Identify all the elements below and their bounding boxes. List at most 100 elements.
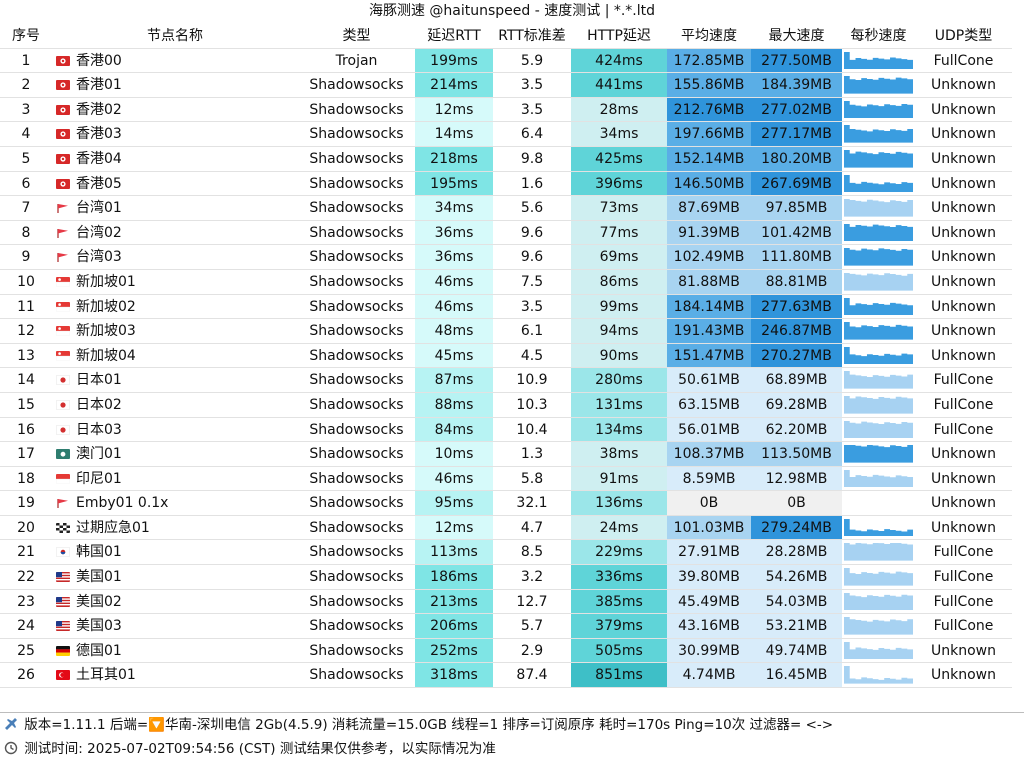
max-speed-cell: 54.26MB [751,565,842,590]
node-name-label: 新加坡02 [76,298,136,315]
avg-speed-cell: 30.99MB [667,638,751,664]
node-name-label: 美国02 [76,593,122,610]
hk-flag-icon [56,178,70,189]
clock-icon [4,741,18,755]
rtt-cell: 34ms [415,196,493,221]
per-second-speed-cell [842,245,915,270]
rtt-cell: 318ms [415,663,493,689]
udp-type-cell: Unknown [915,467,1012,492]
speed-sparkline [844,641,913,660]
avg-speed-cell: 102.49MB [667,245,751,270]
node-name: 新加坡04 [52,344,298,369]
speed-sparkline [844,125,913,143]
column-header: 最大速度 [751,24,842,49]
avg-speed-cell: 108.37MB [667,442,751,467]
rtt-cell: 14ms [415,122,493,147]
row-index: 1 [0,49,52,74]
tw-flag-icon [57,204,68,214]
node-name-label: 日本02 [76,396,122,413]
node-name-label: 美国03 [76,618,122,635]
http-latency-cell: 379ms [571,614,667,639]
node-name-label: 日本01 [76,372,122,389]
node-name: 香港05 [52,172,298,197]
http-latency-cell: 91ms [571,466,667,492]
rtt-cell: 186ms [415,565,493,590]
rtt-cell: 213ms [415,589,493,615]
udp-type-cell: Unknown [915,196,1012,221]
node-name: 香港04 [52,147,298,172]
column-header: 延迟RTT [415,24,493,49]
rtt-cell: 84ms [415,417,493,443]
per-second-speed-cell [842,221,915,246]
udp-type-cell: Unknown [915,295,1012,320]
http-latency-cell: 336ms [571,565,667,590]
per-second-speed-cell [842,442,915,467]
rtt-cell: 113ms [415,540,493,566]
column-header: UDP类型 [915,24,1012,49]
row-index: 25 [0,639,52,664]
mo-flag-icon [56,449,70,460]
row-index: 14 [0,368,52,393]
max-speed-cell: 16.45MB [751,663,842,689]
speed-sparkline [844,174,913,193]
node-name-label: 土耳其01 [76,667,136,684]
jp-flag-icon [56,399,70,410]
row-index: 3 [0,98,52,123]
speed-sparkline [844,445,913,463]
rtt-std-cell: 10.9 [493,368,571,393]
column-header: 节点名称 [52,24,298,49]
node-name-label: 香港01 [76,77,122,94]
us-flag-icon [56,596,70,607]
avg-speed-cell: 155.86MB [667,73,751,98]
row-index: 8 [0,221,52,246]
rtt-std-cell: 3.5 [493,98,571,123]
max-speed-cell: 54.03MB [751,589,842,615]
row-index: 19 [0,491,52,516]
row-index: 22 [0,565,52,590]
hk-flag-icon [56,104,70,115]
per-second-speed-cell [842,295,915,320]
node-type: Shadowsocks [298,368,415,393]
node-type: Shadowsocks [298,295,415,320]
node-type: Trojan [298,49,415,74]
node-type: Shadowsocks [298,590,415,615]
avg-speed-cell: 152.14MB [667,146,751,172]
udp-type-cell: FullCone [915,540,1012,566]
per-second-speed-cell [842,614,915,639]
node-name-label: 台湾02 [76,224,122,241]
node-type: Shadowsocks [298,344,415,369]
avg-speed-cell: 63.15MB [667,392,751,418]
per-second-speed-cell [842,565,915,590]
max-speed-cell: 277.17MB [751,122,842,147]
rtt-std-cell: 5.9 [493,49,571,74]
avg-speed-cell: 50.61MB [667,368,751,393]
column-header: 每秒速度 [842,24,915,49]
avg-speed-cell: 39.80MB [667,565,751,590]
sg-flag-icon [56,326,70,337]
node-type: Shadowsocks [298,98,415,123]
udp-type-cell: Unknown [915,516,1012,541]
speed-sparkline [844,371,913,389]
per-second-speed-cell [842,196,915,221]
max-speed-cell: 246.87MB [751,319,842,344]
http-latency-cell: 385ms [571,589,667,615]
plane-icon [5,718,17,730]
footer-timestamp: 测试时间: 2025-07-02T09:54:56 (CST) 测试结果仅供参考… [24,741,496,757]
max-speed-cell: 53.21MB [751,614,842,639]
rtt-std-cell: 5.8 [493,467,571,492]
rtt-std-cell: 87.4 [493,663,571,689]
node-name: 日本01 [52,368,298,393]
rtt-std-cell: 3.5 [493,73,571,98]
rtt-std-cell: 5.7 [493,614,571,639]
row-index: 10 [0,270,52,295]
row-index: 17 [0,442,52,467]
node-type: Shadowsocks [298,122,415,147]
node-name: 台湾01 [52,196,298,221]
node-name: 美国03 [52,614,298,639]
rtt-cell: 45ms [415,343,493,369]
node-type: Shadowsocks [298,663,415,689]
max-speed-cell: 184.39MB [751,73,842,98]
page-title: 海豚测速 @haitunspeed - 速度测试 | *.*.ltd [368,3,656,19]
sg-flag-icon [56,350,70,361]
rtt-cell: 46ms [415,466,493,492]
